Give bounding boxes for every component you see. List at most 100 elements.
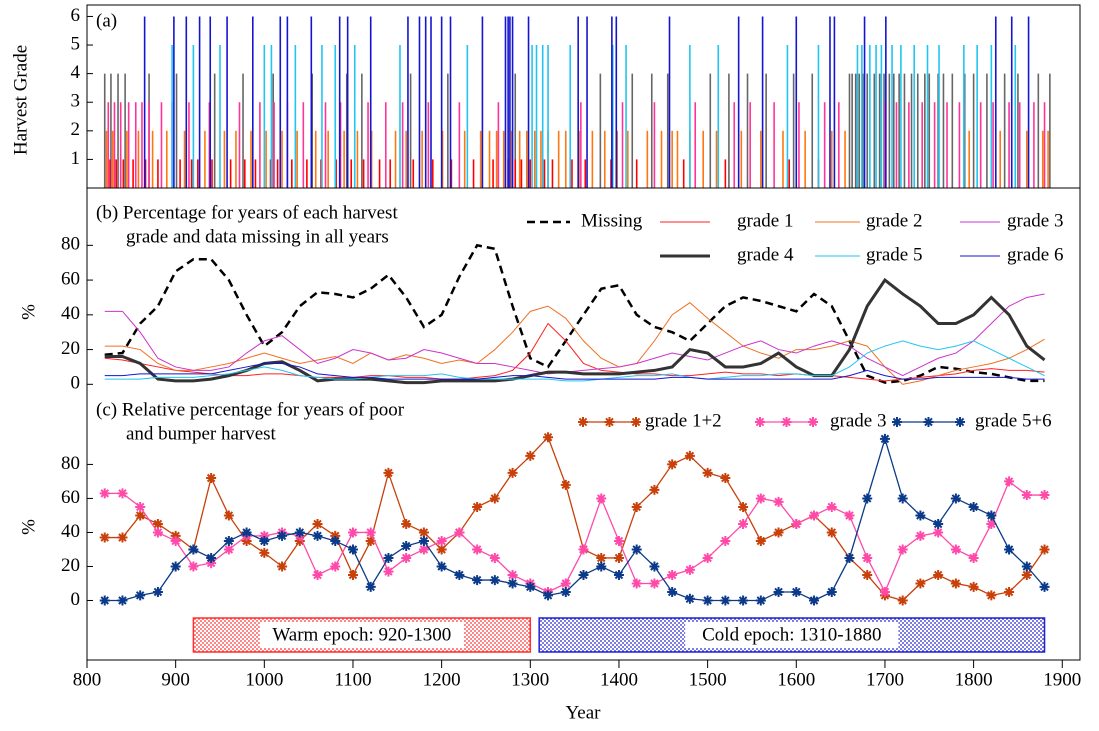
marker — [897, 493, 908, 504]
marker — [383, 467, 394, 478]
marker — [667, 459, 678, 470]
marker — [773, 496, 784, 507]
marker — [170, 535, 181, 546]
series-line — [104, 322, 1045, 382]
marker — [596, 552, 607, 563]
x-tick-label: 1500 — [689, 669, 727, 690]
marker — [578, 544, 589, 555]
marker — [347, 544, 358, 555]
marker — [1004, 586, 1015, 597]
y-tick-label: 60 — [61, 487, 80, 508]
marker — [454, 569, 465, 580]
marker — [1004, 544, 1015, 555]
marker — [99, 488, 110, 499]
marker — [117, 595, 128, 606]
y-tick-label: 40 — [61, 303, 80, 324]
legend-label: grade 3 — [1007, 210, 1063, 231]
marker — [826, 527, 837, 538]
marker — [950, 578, 961, 589]
marker — [781, 417, 792, 427]
marker — [631, 544, 642, 555]
marker — [986, 518, 997, 529]
marker — [1004, 476, 1015, 487]
marker — [330, 561, 341, 572]
marker — [312, 518, 323, 529]
marker — [879, 433, 890, 444]
legend-label: grade 1 — [737, 210, 793, 231]
series-line — [104, 436, 1046, 602]
x-tick-label: 1800 — [955, 669, 993, 690]
y-tick-label: 60 — [61, 268, 80, 289]
marker — [826, 586, 837, 597]
marker — [135, 501, 146, 512]
marker — [188, 544, 199, 555]
marker — [631, 417, 641, 427]
marker — [1039, 544, 1050, 555]
marker — [436, 535, 447, 546]
y-tick-label: 6 — [71, 5, 81, 26]
marker — [525, 581, 536, 592]
marker — [418, 544, 429, 555]
y-tick-label: 20 — [61, 555, 80, 576]
y-tick-label: 3 — [71, 91, 81, 112]
legend-label: Missing — [581, 210, 643, 231]
marker — [330, 535, 341, 546]
marker — [649, 578, 660, 589]
marker — [968, 581, 979, 592]
epoch-label-bg — [685, 622, 899, 648]
marker — [773, 586, 784, 597]
marker — [738, 501, 749, 512]
y-tick-label: 2 — [71, 119, 81, 140]
marker — [649, 484, 660, 495]
x-tick-label: 1700 — [866, 669, 904, 690]
marker — [206, 558, 217, 569]
marker — [862, 493, 873, 504]
marker — [755, 595, 766, 606]
marker — [631, 578, 642, 589]
marker — [809, 595, 820, 606]
marker — [401, 518, 412, 529]
marker — [223, 535, 234, 546]
marker — [365, 535, 376, 546]
marker — [844, 552, 855, 563]
x-tick-label: 800 — [73, 669, 102, 690]
marker — [560, 578, 571, 589]
marker — [578, 569, 589, 580]
x-tick-label: 1100 — [334, 669, 371, 690]
marker — [152, 586, 163, 597]
marker — [791, 518, 802, 529]
legend-label: grade 5+6 — [975, 410, 1052, 431]
marker — [596, 493, 607, 504]
marker-group — [99, 476, 1050, 597]
marker — [738, 595, 749, 606]
marker — [862, 552, 873, 563]
legend-label: grade 4 — [737, 244, 794, 265]
marker — [844, 510, 855, 521]
marker — [206, 552, 217, 563]
marker — [99, 595, 110, 606]
marker — [1021, 561, 1032, 572]
x-tick-label: 1300 — [511, 669, 549, 690]
marker — [1021, 569, 1032, 580]
marker — [259, 547, 270, 558]
marker — [950, 544, 961, 555]
marker — [241, 535, 252, 546]
marker — [277, 530, 288, 541]
legend-label: grade 5 — [866, 244, 922, 265]
marker — [347, 569, 358, 580]
marker — [604, 417, 615, 427]
marker — [915, 530, 926, 541]
y-tick-label: 20 — [61, 338, 80, 359]
marker — [560, 479, 571, 490]
marker — [383, 552, 394, 563]
marker — [294, 535, 305, 546]
plot-frame — [86, 4, 1081, 661]
marker — [507, 467, 518, 478]
y-tick-label: 5 — [71, 33, 81, 54]
marker — [613, 552, 624, 563]
marker — [667, 586, 678, 597]
legend-label: grade 2 — [866, 210, 922, 231]
marker — [892, 417, 902, 427]
